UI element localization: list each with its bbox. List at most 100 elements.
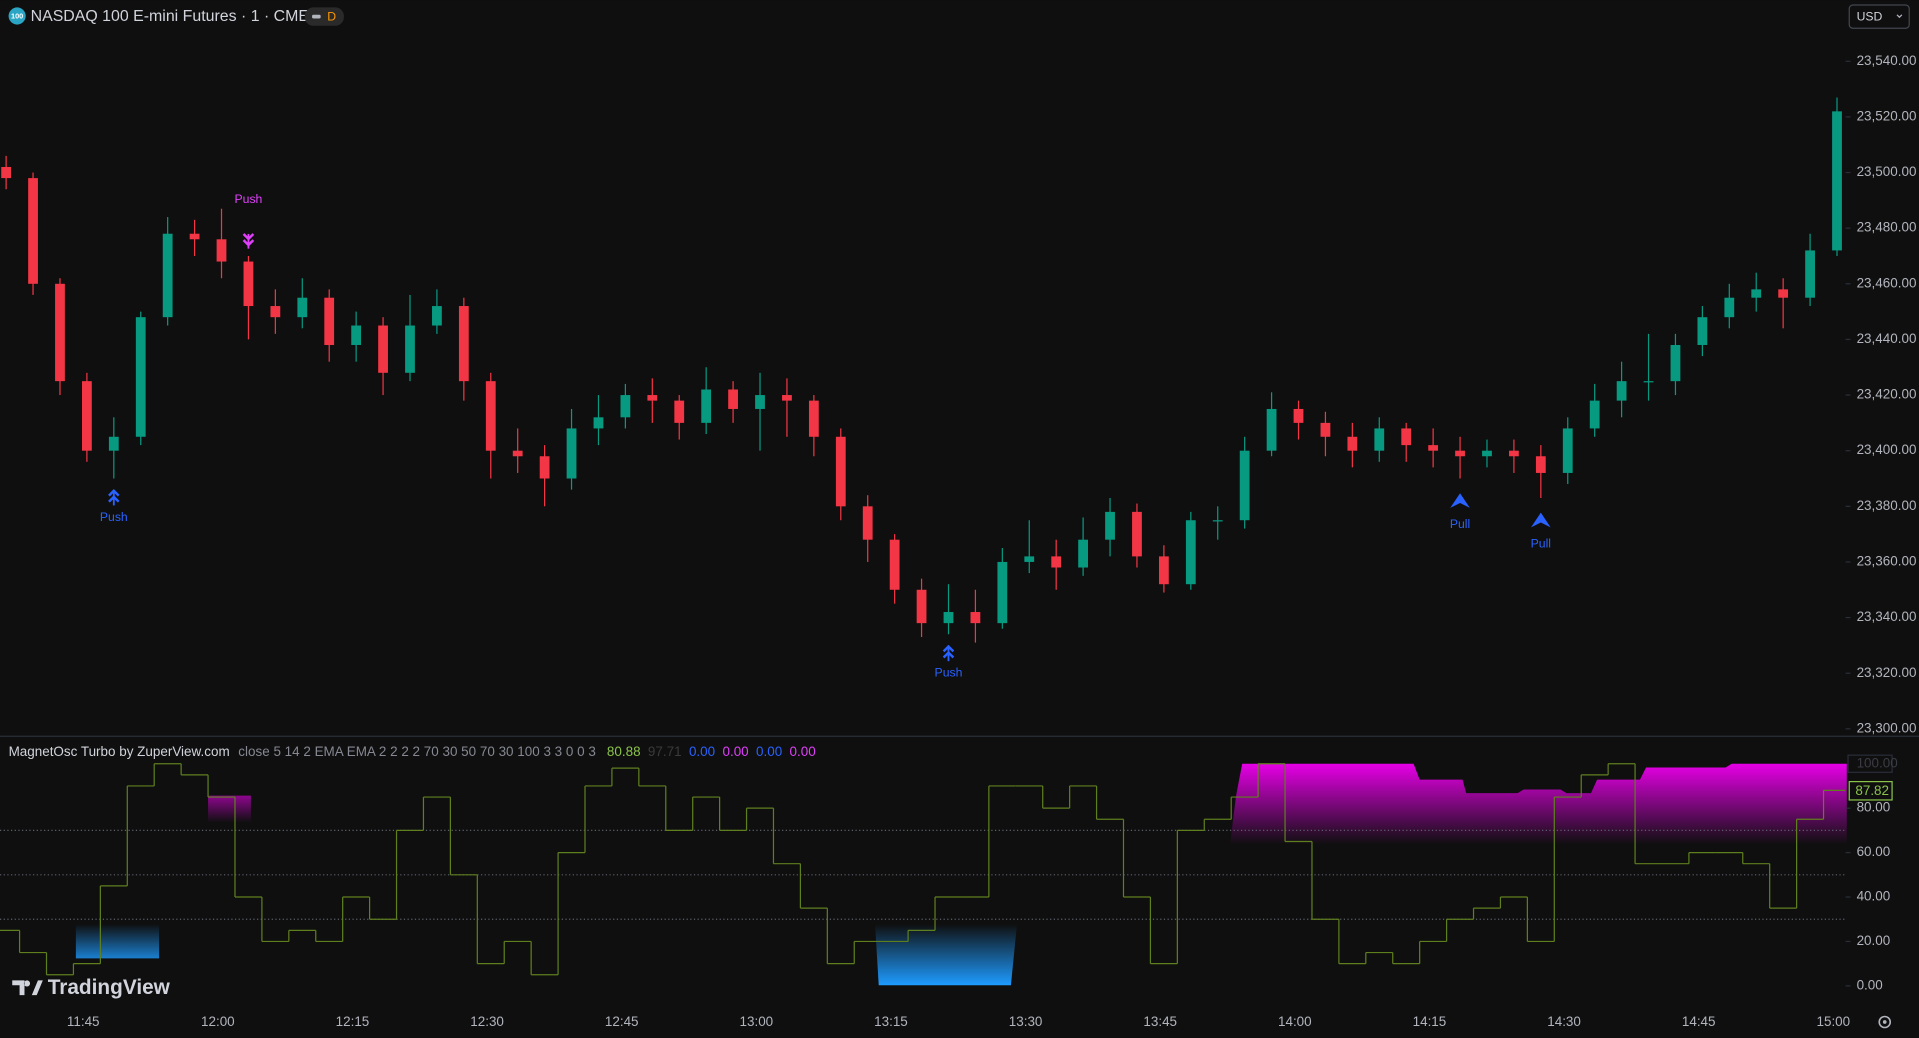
y-tick-label: 60.00 (1857, 844, 1891, 859)
indicator-value: 0.00 (689, 744, 715, 759)
y-tick-label: 80.00 (1857, 800, 1891, 815)
y-tick-label: 23,380.00 (1857, 498, 1917, 513)
signal-label: Pull (1531, 537, 1551, 551)
y-tick-label: 23,360.00 (1857, 554, 1917, 569)
candle-body (1562, 428, 1573, 473)
candle-body (1697, 317, 1708, 345)
signal-marker: Pull (1531, 512, 1551, 551)
candle-body (1509, 450, 1519, 457)
candle-body (1347, 436, 1358, 451)
signal-marker: Push (935, 644, 963, 680)
candle-body (1724, 297, 1735, 318)
candle-body (189, 233, 200, 240)
candle-body (108, 436, 119, 451)
y-tick-label: 40.00 (1857, 889, 1891, 904)
candle-body (216, 239, 227, 262)
candle-body (1158, 556, 1169, 585)
candle-body (728, 389, 738, 409)
symbol-icon[interactable] (8, 7, 26, 25)
candle-body (701, 389, 712, 423)
candle-body (324, 297, 335, 345)
candle-body (593, 417, 604, 429)
last-value-box (1848, 780, 1893, 801)
candle-body (1751, 289, 1762, 298)
candle-body (1778, 289, 1789, 298)
upper-zone-fill (208, 795, 251, 823)
indicator-title[interactable]: MagnetOsc Turbo by ZuperView.com (9, 744, 230, 759)
settings-button[interactable] (1878, 1015, 1892, 1029)
x-tick-label: 14:30 (1547, 1014, 1581, 1029)
candle-body (782, 395, 792, 401)
y-tick-label: 23,300.00 (1857, 720, 1917, 735)
lower-zone-fill (75, 924, 160, 959)
indicator-params: close 5 14 2 EMA EMA 2 2 2 2 70 30 50 70… (238, 744, 596, 759)
indicator-value: 0.00 (722, 744, 748, 759)
candle-body (647, 395, 658, 401)
candle-body (55, 283, 65, 382)
candle-body (405, 325, 415, 373)
candle-body (862, 506, 873, 540)
candle-body (755, 395, 765, 409)
y-tick-label: 20.00 (1857, 933, 1891, 948)
signal-marker: Push (100, 489, 128, 524)
x-tick-label: 13:00 (740, 1014, 774, 1029)
x-tick-label: 13:45 (1143, 1014, 1177, 1029)
upper-zone-fill (1229, 763, 1847, 845)
watermark-text: TradingView (48, 976, 171, 999)
status-badge[interactable] (304, 7, 344, 26)
y-tick-label: 23,340.00 (1857, 609, 1917, 624)
candle-body (1266, 408, 1277, 451)
signal-label: Push (100, 510, 128, 524)
indicator-value: 80.88 (607, 744, 641, 759)
candle-body (1589, 400, 1600, 429)
upper-tag-box (1847, 754, 1893, 773)
candle-body (1482, 450, 1492, 457)
y-tick-label: 23,420.00 (1857, 387, 1917, 402)
candle-body (81, 381, 92, 451)
candle-body (270, 306, 281, 318)
y-tick-label: 23,460.00 (1857, 275, 1917, 290)
settings-icon-center (1882, 1020, 1887, 1024)
signal-arrow (1450, 493, 1470, 508)
candle-body (1078, 539, 1089, 568)
currency-button[interactable] (1848, 4, 1910, 29)
candle-body (808, 400, 819, 437)
y-tick-label: 23,500.00 (1857, 164, 1917, 179)
candle-body (1401, 428, 1412, 446)
y-tick-label: 23,320.00 (1857, 665, 1917, 680)
candle-body (674, 400, 685, 423)
candle-body (1051, 556, 1062, 568)
candle-body (1212, 520, 1223, 522)
signal-label: Push (935, 666, 963, 680)
candle-body (1616, 381, 1627, 401)
candle-body (943, 612, 954, 624)
candle-body (1832, 111, 1842, 251)
y-tick-label: 23,480.00 (1857, 220, 1917, 235)
candle-body (297, 297, 308, 318)
candle-body (889, 539, 900, 590)
symbol-title[interactable]: NASDAQ 100 E-mini Futures · 1 · CME (31, 8, 309, 25)
signal-marker: Pull (1450, 493, 1470, 531)
symbol-icon-text: 100 (11, 12, 23, 21)
signal-label: Pull (1450, 517, 1470, 531)
indicator-value: 0.00 (790, 744, 816, 759)
candle-body (162, 233, 173, 318)
candle-body (1132, 511, 1142, 557)
candle-body (458, 306, 469, 382)
x-tick-label: 12:15 (336, 1014, 370, 1029)
candle-body (1374, 428, 1385, 451)
x-tick-label: 12:00 (201, 1014, 235, 1029)
candle-body (1024, 556, 1035, 562)
x-tick-label: 11:45 (67, 1014, 100, 1029)
candle-body (351, 325, 362, 345)
candle-body (620, 395, 631, 418)
indicator-value: 0.00 (756, 744, 782, 759)
x-tick-label: 12:45 (605, 1014, 639, 1029)
candle-body (1535, 456, 1546, 473)
candle-body (1105, 511, 1115, 540)
candle-body (566, 428, 577, 479)
candle-body (916, 589, 927, 624)
candle-body (378, 325, 388, 373)
